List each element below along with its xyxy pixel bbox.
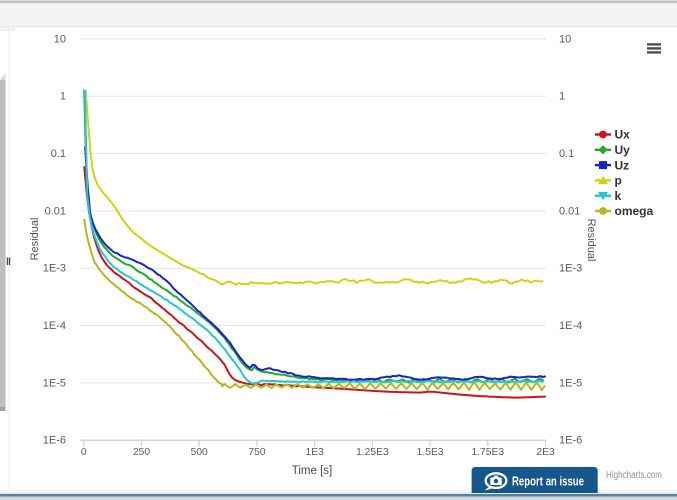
svg-text:250: 250	[133, 447, 150, 458]
svg-text:1E-3: 1E-3	[43, 263, 66, 275]
svg-text:10: 10	[559, 33, 571, 45]
svg-text:0.1: 0.1	[51, 148, 66, 160]
svg-text:0: 0	[81, 447, 87, 458]
svg-text:1E-5: 1E-5	[559, 377, 582, 389]
svg-text:10: 10	[54, 33, 66, 45]
svg-text:1E-4: 1E-4	[559, 320, 582, 332]
svg-text:500: 500	[191, 447, 208, 458]
svg-text:2E3: 2E3	[536, 447, 555, 458]
svg-text:1E3: 1E3	[306, 447, 325, 458]
svg-text:1.75E3: 1.75E3	[471, 447, 504, 458]
svg-text:1: 1	[559, 91, 565, 103]
svg-text:1E-3: 1E-3	[559, 263, 582, 275]
svg-text:750: 750	[248, 447, 265, 458]
svg-text:1E-6: 1E-6	[559, 435, 582, 447]
svg-text:p: p	[615, 174, 622, 188]
svg-text:1E-6: 1E-6	[43, 435, 66, 447]
svg-text:Time [s]: Time [s]	[292, 465, 332, 477]
svg-text:Ux: Ux	[615, 128, 631, 142]
svg-text:k: k	[615, 189, 622, 203]
svg-text:1E-5: 1E-5	[43, 377, 66, 389]
svg-text:Highcharts.com: Highcharts.com	[606, 470, 662, 481]
svg-text:1E-4: 1E-4	[43, 320, 66, 332]
svg-text:Uz: Uz	[615, 158, 630, 172]
svg-text:0.01: 0.01	[45, 205, 66, 217]
svg-text:1.5E3: 1.5E3	[417, 447, 444, 458]
svg-text:Report an issue: Report an issue	[512, 473, 584, 488]
svg-text:omega: omega	[615, 204, 654, 218]
svg-text:1: 1	[60, 91, 66, 103]
svg-text:Residual: Residual	[585, 219, 597, 262]
svg-text:0.1: 0.1	[559, 148, 574, 160]
svg-text:Residual: Residual	[29, 218, 41, 261]
svg-text:0.01: 0.01	[559, 205, 580, 217]
svg-text:1.25E3: 1.25E3	[356, 447, 389, 458]
svg-text:Uy: Uy	[615, 143, 631, 157]
